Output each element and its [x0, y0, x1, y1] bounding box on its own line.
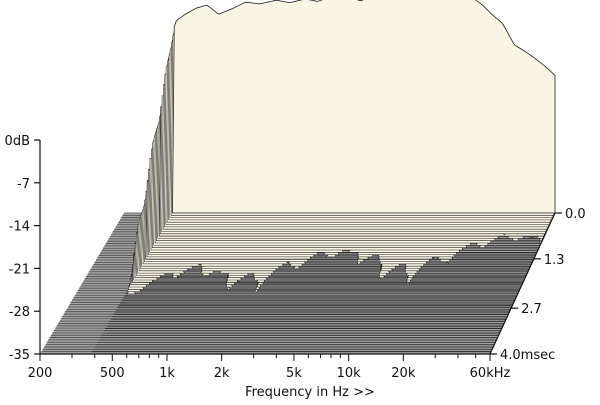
y-tick-label: -7 [17, 177, 30, 192]
time-axis-line [489, 212, 556, 355]
decay-slice [172, 0, 556, 214]
y-tick-label: -28 [9, 305, 30, 320]
x-tick-label: 500 [100, 366, 125, 381]
time-tick-label: 0.0 [565, 207, 586, 222]
x-tick-label: 60kHz [470, 366, 511, 381]
y-tick-label: 0dB [5, 134, 30, 149]
time-tick-label: 1.3 [544, 253, 565, 268]
y-tick-label: -14 [9, 220, 30, 235]
x-tick-label: 1k [159, 366, 175, 381]
x-axis-title: Frequency in Hz >> [245, 385, 375, 400]
x-tick-label: 20k [391, 366, 416, 381]
x-tick-label: 2k [214, 366, 230, 381]
decay-slice [125, 290, 518, 295]
y-tick-label: -35 [9, 348, 30, 363]
decay-slice [127, 275, 521, 290]
time-tick-label: 2.7 [521, 302, 542, 317]
time-tick-label: 4.0msec [500, 348, 555, 363]
y-tick-label: -21 [9, 262, 30, 277]
decay-slices [90, 0, 556, 355]
chart-axes: 0dB -7 -14 -21 -28 -35 200 500 1k 2k 5k 10k 20k 60kHz… [5, 134, 586, 381]
x-tick-label: 5k [286, 366, 302, 381]
decay-slice [126, 283, 520, 292]
x-tick-label: 10k [337, 366, 362, 381]
x-tick-label: 200 [28, 366, 53, 381]
